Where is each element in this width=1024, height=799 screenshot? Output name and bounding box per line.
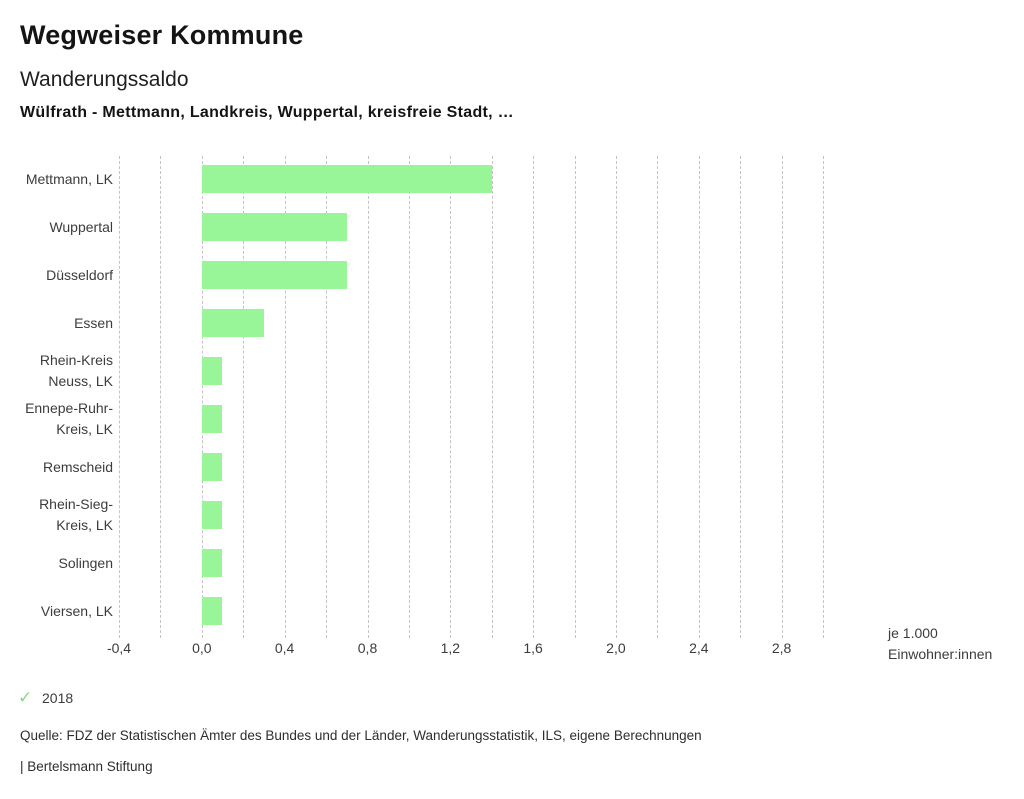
legend-year-item[interactable]: ✓ 2018 <box>18 688 73 708</box>
gridline <box>326 156 328 638</box>
gridline <box>450 156 452 638</box>
category-label-line: Wuppertal <box>49 218 113 235</box>
gridline <box>160 156 162 638</box>
category-label: Solingen <box>0 553 114 574</box>
category-label-line: Remscheid <box>42 458 113 475</box>
axis-unit-label: je 1.000 Einwohner:innen <box>888 623 992 665</box>
bar-ennepe-ruhr-kreis-lk <box>201 405 223 433</box>
x-axis-tick-label: 0,4 <box>274 640 295 656</box>
gridline <box>243 156 245 638</box>
x-axis-tick-label: 2,0 <box>606 640 626 656</box>
category-label: Wuppertal <box>0 217 113 238</box>
category-label: Mettmann, LK <box>0 169 113 190</box>
region-comparison-line: Wülfrath - Mettmann, Landkreis, Wupperta… <box>20 104 514 121</box>
category-label: Viersen, LK <box>0 601 113 622</box>
x-axis-tick-label: 1,2 <box>440 640 461 656</box>
category-label-line: Rhein-Kreis <box>39 352 113 368</box>
indicator-title: Wanderungssaldo <box>20 68 189 91</box>
category-label-line: Düsseldorf <box>46 266 113 283</box>
bar-viersen-lk <box>201 597 223 625</box>
page-title: Wegweiser Kommune <box>20 20 304 50</box>
bar-essen <box>201 309 264 337</box>
bar-wuppertal <box>201 213 347 241</box>
branding-text: | Bertelsmann Stiftung <box>20 759 153 774</box>
bar-rhein-kreis-neuss-lk <box>201 357 223 385</box>
category-label: Düsseldorf <box>0 265 113 286</box>
category-label-line: Mettmann, LK <box>25 170 113 187</box>
axis-unit-line-1: je 1.000 <box>888 625 938 641</box>
category-label-line: Essen <box>74 314 113 331</box>
category-label: Ennepe-Ruhr- Kreis, LK <box>0 398 113 440</box>
x-axis-tick-label: 1,6 <box>523 640 543 656</box>
category-label: Essen <box>0 313 113 334</box>
x-axis-tick-label: -0,4 <box>106 640 132 656</box>
category-label: Rhein-Kreis Neuss, LK <box>0 350 113 392</box>
bar-solingen <box>201 549 223 577</box>
x-axis-tick-label: 2,4 <box>689 640 709 656</box>
x-axis-tick-label: 2,8 <box>771 640 792 656</box>
gridline <box>119 156 120 638</box>
category-label-line: Rhein-Sieg- <box>39 496 113 512</box>
category-label-line: Neuss, LK <box>48 373 113 389</box>
gridline <box>408 156 410 638</box>
gridline <box>657 156 659 638</box>
category-label-line: Solingen <box>58 554 114 571</box>
axis-unit-line-2: Einwohner:innen <box>888 646 993 662</box>
gridline <box>533 156 535 638</box>
category-label-line: Kreis, LK <box>56 517 113 533</box>
bar-remscheid <box>201 453 223 481</box>
gridline <box>491 156 493 638</box>
gridline <box>698 156 700 638</box>
category-label-line: Ennepe-Ruhr- <box>25 400 113 416</box>
gridline <box>823 156 824 638</box>
x-axis-tick-label: 0,0 <box>192 640 212 656</box>
gridline <box>574 156 576 638</box>
bar-mettmann-lk <box>201 165 492 193</box>
category-label: Remscheid <box>0 457 113 478</box>
gridline <box>367 156 369 638</box>
gridline <box>201 156 203 638</box>
x-axis-tick-label: 0,8 <box>357 640 378 656</box>
category-label: Rhein-Sieg- Kreis, LK <box>0 494 113 536</box>
category-label-line: Kreis, LK <box>56 421 113 437</box>
bar-rhein-sieg-kreis-lk <box>201 501 223 529</box>
gridline <box>781 156 783 638</box>
check-icon: ✓ <box>18 688 33 707</box>
gridline <box>740 156 742 638</box>
category-label-line: Viersen, LK <box>40 602 113 619</box>
source-attribution: Quelle: FDZ der Statistischen Ämter des … <box>20 728 702 743</box>
legend-year-label: 2018 <box>42 690 74 706</box>
gridline <box>284 156 286 638</box>
gridline <box>615 156 617 638</box>
bar-düsseldorf <box>201 261 347 289</box>
